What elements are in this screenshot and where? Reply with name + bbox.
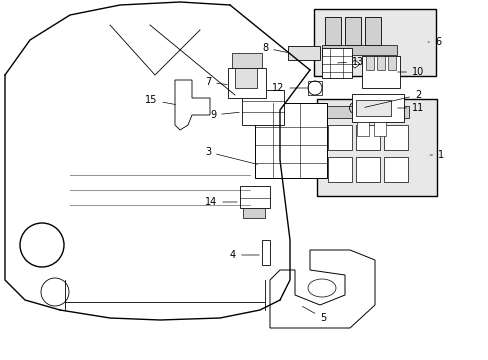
Text: 8: 8 [262, 43, 286, 53]
Bar [351, 94, 403, 122]
Text: 15: 15 [145, 95, 175, 105]
Bar [387, 56, 395, 70]
Bar [383, 125, 407, 150]
Bar [356, 122, 368, 136]
Polygon shape [329, 55, 339, 63]
Text: 4: 4 [229, 250, 259, 260]
Bar [231, 53, 262, 68]
Text: 7: 7 [204, 77, 227, 87]
Bar [376, 56, 384, 70]
Bar [355, 100, 390, 116]
Bar [355, 157, 379, 182]
Text: 9: 9 [209, 110, 239, 120]
Text: 14: 14 [204, 197, 237, 207]
Bar [327, 157, 351, 182]
Text: 6: 6 [427, 37, 440, 47]
Bar [307, 81, 321, 95]
Polygon shape [349, 60, 359, 68]
Text: 2: 2 [364, 90, 420, 107]
Bar [242, 90, 284, 125]
Text: 10: 10 [397, 67, 424, 77]
Text: 3: 3 [204, 147, 257, 164]
Bar [287, 46, 319, 60]
Bar [361, 56, 399, 88]
Bar [321, 45, 396, 55]
Bar [324, 106, 408, 118]
Bar [321, 48, 351, 78]
Polygon shape [269, 250, 374, 328]
Polygon shape [175, 80, 209, 130]
Text: 1: 1 [429, 150, 443, 160]
Bar [364, 17, 380, 45]
Bar [227, 68, 265, 98]
Text: 11: 11 [397, 103, 424, 113]
Bar [327, 125, 351, 150]
Bar [325, 17, 340, 45]
Bar [365, 56, 373, 70]
FancyBboxPatch shape [316, 99, 436, 196]
Bar [373, 122, 385, 136]
Bar [262, 240, 269, 265]
Bar [254, 103, 326, 178]
FancyBboxPatch shape [313, 9, 435, 76]
Bar [240, 186, 269, 208]
Text: 5: 5 [302, 306, 325, 323]
Bar [243, 208, 264, 218]
Bar [355, 125, 379, 150]
Text: 12: 12 [271, 83, 306, 93]
Ellipse shape [307, 279, 335, 297]
Bar [345, 17, 360, 45]
Bar [235, 68, 257, 88]
Bar [383, 157, 407, 182]
Text: 13: 13 [337, 57, 364, 67]
